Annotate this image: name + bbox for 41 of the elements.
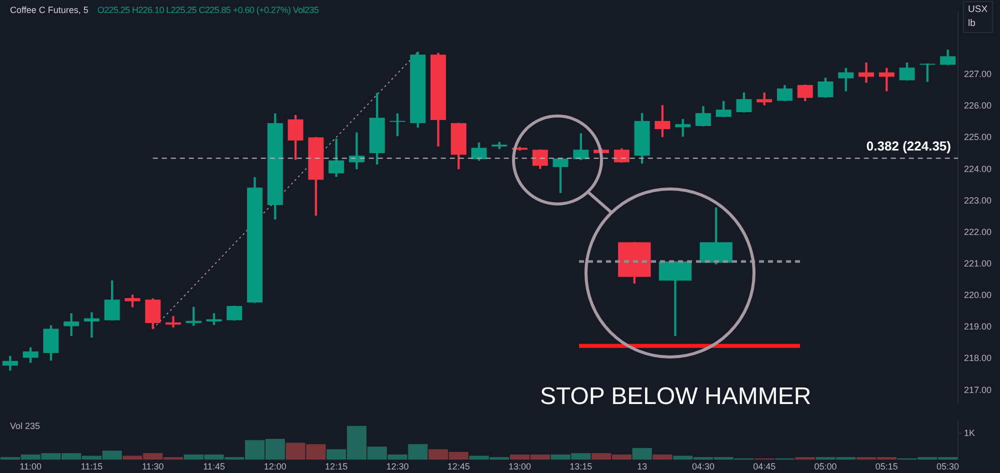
x-tick-label: 05:00 [814, 462, 837, 472]
x-tick-label: 12:15 [325, 462, 348, 472]
x-tick-label: 12:00 [264, 462, 286, 472]
x-tick-label: 11:30 [142, 462, 164, 472]
candlestick [858, 62, 874, 83]
x-tick-label: 13:15 [570, 462, 592, 472]
x-tick-label: 11:00 [20, 462, 42, 472]
y-tick-label: 225.00 [964, 132, 992, 142]
y-axis-title: USX lb [963, 1, 993, 33]
x-tick-label: 12:45 [447, 462, 470, 472]
x-tick-label: 13:00 [508, 462, 532, 472]
ref-line-label: 0.382 (224.35) [866, 138, 951, 154]
chart-subtitle: O225.25 H226.10 L225.25 C225.85 +0.60 (+0.27%) Vol235 [97, 5, 319, 15]
y-tick-label: 219.00 [964, 322, 992, 332]
y-tick-label: 221.00 [964, 258, 992, 268]
x-tick-label: 12:30 [386, 462, 409, 472]
x-tick-label: 05:15 [875, 462, 898, 472]
y-tick-label: 227.00 [964, 69, 992, 80]
x-tick-label: 11:15 [80, 462, 103, 472]
x-tick-label: 04:45 [753, 462, 776, 472]
bar [795, 457, 815, 460]
y-tick-label: 1K [964, 428, 976, 438]
bar [652, 454, 672, 460]
y-tick-label: 224.00 [964, 164, 992, 174]
annotation: STOP BELOW HAMMER [540, 383, 812, 411]
y-tick-label: 220.00 [964, 290, 992, 300]
x-tick-label: 11:45 [203, 462, 225, 472]
x-tick-label: 05:30 [936, 462, 960, 472]
candlestick [166, 316, 181, 328]
y-tick-label: 222.00 [964, 226, 992, 237]
x-tick-label: 13 [637, 462, 648, 472]
chart-title: Vol 235 [10, 421, 40, 431]
candlestick [84, 312, 100, 338]
bar [632, 448, 652, 460]
x-tick-label: 04:30 [692, 462, 714, 472]
y-tick-label: 218.00 [964, 353, 992, 364]
y-tick-label: 226.00 [964, 100, 992, 111]
y-tick-label: 217.00 [964, 384, 992, 395]
chart-title: Coffee C Futures, 5 [10, 5, 88, 15]
y-tick-label: 223.00 [964, 195, 992, 206]
candlestick [348, 132, 364, 170]
